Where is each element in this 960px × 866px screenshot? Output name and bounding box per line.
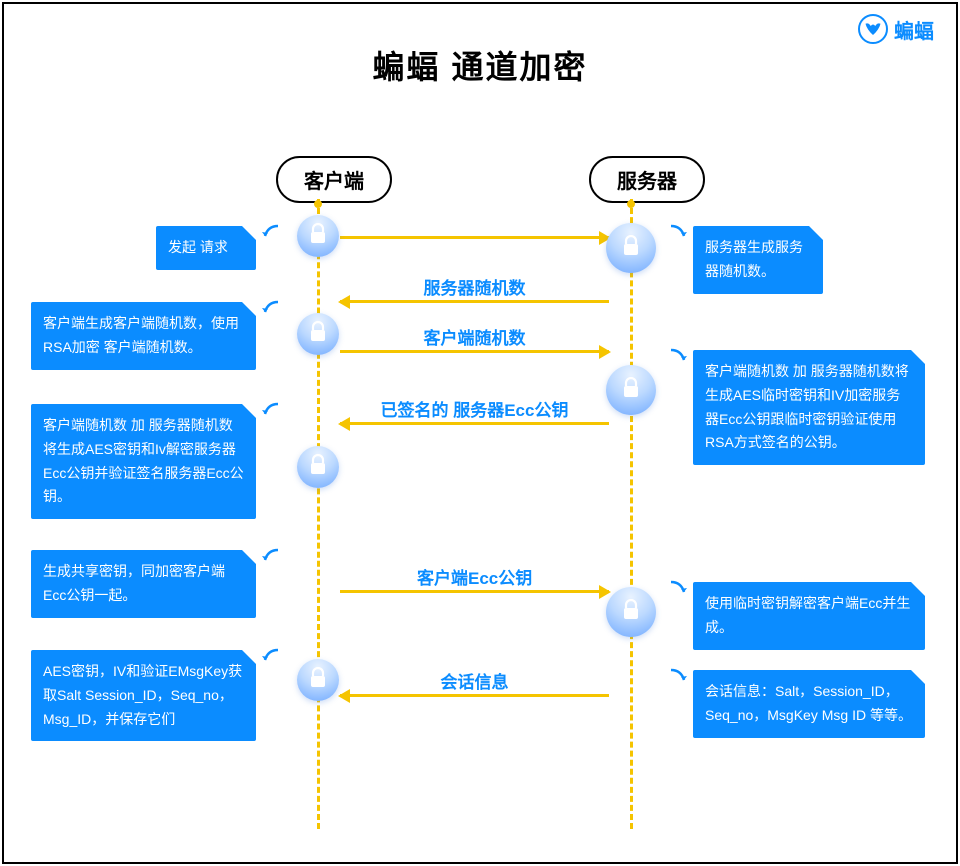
note-br2: 客户端随机数 加 服务器随机数将生成AES临时密钥和IV加密服务器Ecc公钥跟临… <box>693 350 925 465</box>
diagram-frame: 蝙蝠 蝙蝠 通道加密 客户端 服务器 服务器随机数客户端随机数已签名的 服务器E… <box>2 2 958 864</box>
arrow-label-2: 客户端随机数 <box>420 324 530 349</box>
arrow-1 <box>340 300 609 303</box>
lock-node-c4 <box>297 659 339 701</box>
arrow-3 <box>340 422 609 425</box>
lock-icon <box>308 454 328 481</box>
arrow-5 <box>340 694 609 697</box>
pointer-bl4 <box>262 548 280 562</box>
pointer-br3 <box>669 580 687 594</box>
note-br4: 会话信息：Salt，Session_ID，Seq_no，MsgKey Msg I… <box>693 670 925 738</box>
arrow-label-4: 客户端Ecc公钥 <box>413 564 536 589</box>
note-bl5: AES密钥，IV和验证EMsgKey获取Salt Session_ID，Seq_… <box>31 650 256 741</box>
lock-node-s2 <box>606 365 656 415</box>
lock-node-c1 <box>297 215 339 257</box>
bat-icon <box>858 14 888 44</box>
page-title: 蝙蝠 通道加密 <box>4 42 956 88</box>
pointer-bl3 <box>262 402 280 416</box>
lifeline-server <box>630 199 633 829</box>
start-dot-server <box>627 200 635 208</box>
start-dot-client <box>314 200 322 208</box>
lifeline-client <box>317 199 320 829</box>
pointer-bl2 <box>262 300 280 314</box>
note-bl4: 生成共享密钥，同加密客户端Ecc公钥一起。 <box>31 550 256 618</box>
arrow-0 <box>340 236 609 239</box>
arrow-label-5: 会话信息 <box>437 668 513 693</box>
arrow-2 <box>340 350 609 353</box>
pointer-br2 <box>669 348 687 362</box>
note-bl2: 客户端生成客户端随机数，使用RSA加密 客户端随机数。 <box>31 302 256 370</box>
lock-icon <box>308 223 328 250</box>
arrow-4 <box>340 590 609 593</box>
note-br1: 服务器生成服务器随机数。 <box>693 226 823 294</box>
lock-icon <box>308 667 328 694</box>
lock-node-c2 <box>297 313 339 355</box>
note-bl3: 客户端随机数 加 服务器随机数将生成AES密钥和Iv解密服务器Ecc公钥并验证签… <box>31 404 256 519</box>
lock-node-c3 <box>297 446 339 488</box>
lock-node-s3 <box>606 587 656 637</box>
lock-icon <box>308 321 328 348</box>
column-header-client: 客户端 <box>276 156 392 203</box>
note-bl1: 发起 请求 <box>156 226 256 270</box>
lock-node-s1 <box>606 223 656 273</box>
arrow-label-3: 已签名的 服务器Ecc公钥 <box>377 396 573 421</box>
pointer-br1 <box>669 224 687 238</box>
brand-name: 蝙蝠 <box>894 15 934 44</box>
pointer-br4 <box>669 668 687 682</box>
arrow-label-1: 服务器随机数 <box>420 274 530 299</box>
pointer-bl5 <box>262 648 280 662</box>
note-br3: 使用临时密钥解密客户端Ecc并生成。 <box>693 582 925 650</box>
brand-logo: 蝙蝠 <box>858 14 934 44</box>
lock-icon <box>621 599 641 626</box>
column-header-server: 服务器 <box>589 156 705 203</box>
lock-icon <box>621 235 641 262</box>
lock-icon <box>621 377 641 404</box>
pointer-bl1 <box>262 224 280 238</box>
